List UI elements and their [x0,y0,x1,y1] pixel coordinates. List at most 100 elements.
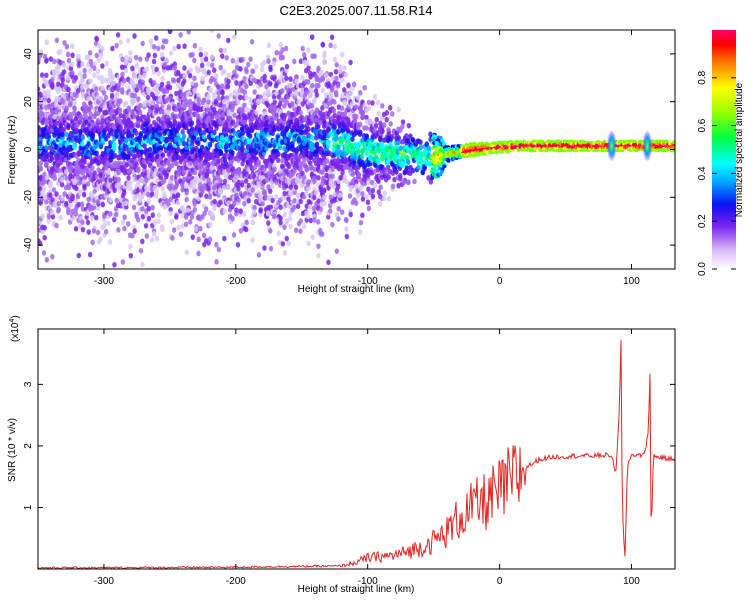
heatmap-cell [156,159,161,166]
heatmap-cell [262,188,267,195]
heatmap-cell [260,200,265,207]
heatmap-cell [315,219,321,225]
heatmap-cell [332,112,337,119]
heatmap-cell [340,169,345,176]
heatmap-cell [246,197,251,204]
heatmap-cell [339,51,345,58]
heatmap-cell [278,42,283,48]
heatmap-cell [366,205,372,212]
heatmap-cell [265,88,271,95]
heatmap-cell [46,218,51,224]
heatmap-cell [64,168,69,175]
heatmap-cell [365,199,371,206]
heatmap-cell [106,220,111,227]
heatmap-cell [174,113,179,120]
heatmap-cell [66,122,71,129]
heatmap-cell [178,32,183,38]
heatmap-cell [161,68,167,74]
heatmap-cell [44,81,49,87]
heatmap-cell [192,57,197,64]
heatmap-cell [207,126,213,132]
heatmap-cell [42,193,47,200]
heatmap-cell [256,98,261,105]
heatmap-cell [244,68,249,75]
heatmap-cell [316,174,321,181]
heatmap-cell [295,203,301,210]
heatmap-cell [298,228,303,234]
heatmap-cell [380,128,385,135]
heatmap-cell [142,72,147,79]
heatmap-cell [332,56,338,63]
heatmap-cell [342,100,348,106]
heatmap-cell [42,89,47,96]
heatmap-cell [61,69,67,75]
heatmap-cell [124,54,129,61]
heatmap-cell [152,80,157,86]
heatmap-cell [262,73,267,80]
heatmap-cell [339,105,345,112]
heatmap-cell [135,115,141,122]
heatmap-cell [66,206,71,213]
heatmap-cell [219,83,225,89]
heatmap-cell [104,60,109,67]
heatmap-cell [242,200,247,207]
heatmap-cell [438,135,443,140]
heatmap-cell [218,150,224,156]
heatmap-cell [243,178,249,184]
heatmap-cell [65,51,71,58]
heatmap-cell [192,206,198,213]
heatmap-cell [300,74,305,81]
heatmap-cell [149,237,155,243]
heatmap-cell [122,214,127,221]
heatmap-cell [140,213,146,220]
heatmap-cell [242,89,248,96]
heatmap-cell [305,79,311,85]
heatmap-cell [196,113,201,120]
heatmap-cell [152,172,157,178]
heatmap-cell [180,116,185,122]
heatmap-cell [346,117,351,124]
heatmap-cell [266,58,271,65]
heatmap-cell [175,192,181,198]
heatmap-cell [87,251,93,258]
heatmap-cell [230,166,235,172]
heatmap-cell [114,42,119,49]
heatmap-cell [410,136,416,143]
heatmap-cell [196,140,201,147]
heatmap-cell [165,109,171,116]
heatmap-cell [127,55,133,62]
heatmap-cell [70,208,75,215]
heatmap-cell [146,205,152,212]
heatmap-cell [266,220,271,226]
heatmap-cell [70,52,75,59]
heatmap-cell [331,107,337,114]
heatmap-cell [60,195,65,202]
heatmap-cell [171,227,177,233]
heatmap-cell [258,81,263,88]
heatmap-cell [281,115,287,122]
heatmap-cell [274,49,279,56]
heatmap-cell [322,53,327,59]
heatmap-cell [94,173,99,179]
heatmap-cell [206,185,211,192]
heatmap-cell [274,194,279,200]
heatmap-cell [80,83,85,90]
heatmap-cell [250,237,255,243]
heatmap-cell [73,135,79,142]
heatmap-cell [286,140,291,147]
heatmap-cell [282,190,287,197]
heatmap-cell [122,225,127,232]
heatmap-cell [78,114,83,120]
heatmap-cell [44,58,49,64]
heatmap-cell [152,52,158,59]
heatmap-cell [386,127,391,133]
heatmap-cell [244,83,249,90]
heatmap-cell [230,154,235,160]
heatmap-cell [118,112,123,119]
heatmap-cell [220,89,225,95]
heatmap-cell [392,176,397,183]
heatmap-cell [38,200,43,206]
heatmap-cell [328,208,333,214]
heatmap-cell [80,141,85,147]
heatmap-cell [138,131,144,137]
